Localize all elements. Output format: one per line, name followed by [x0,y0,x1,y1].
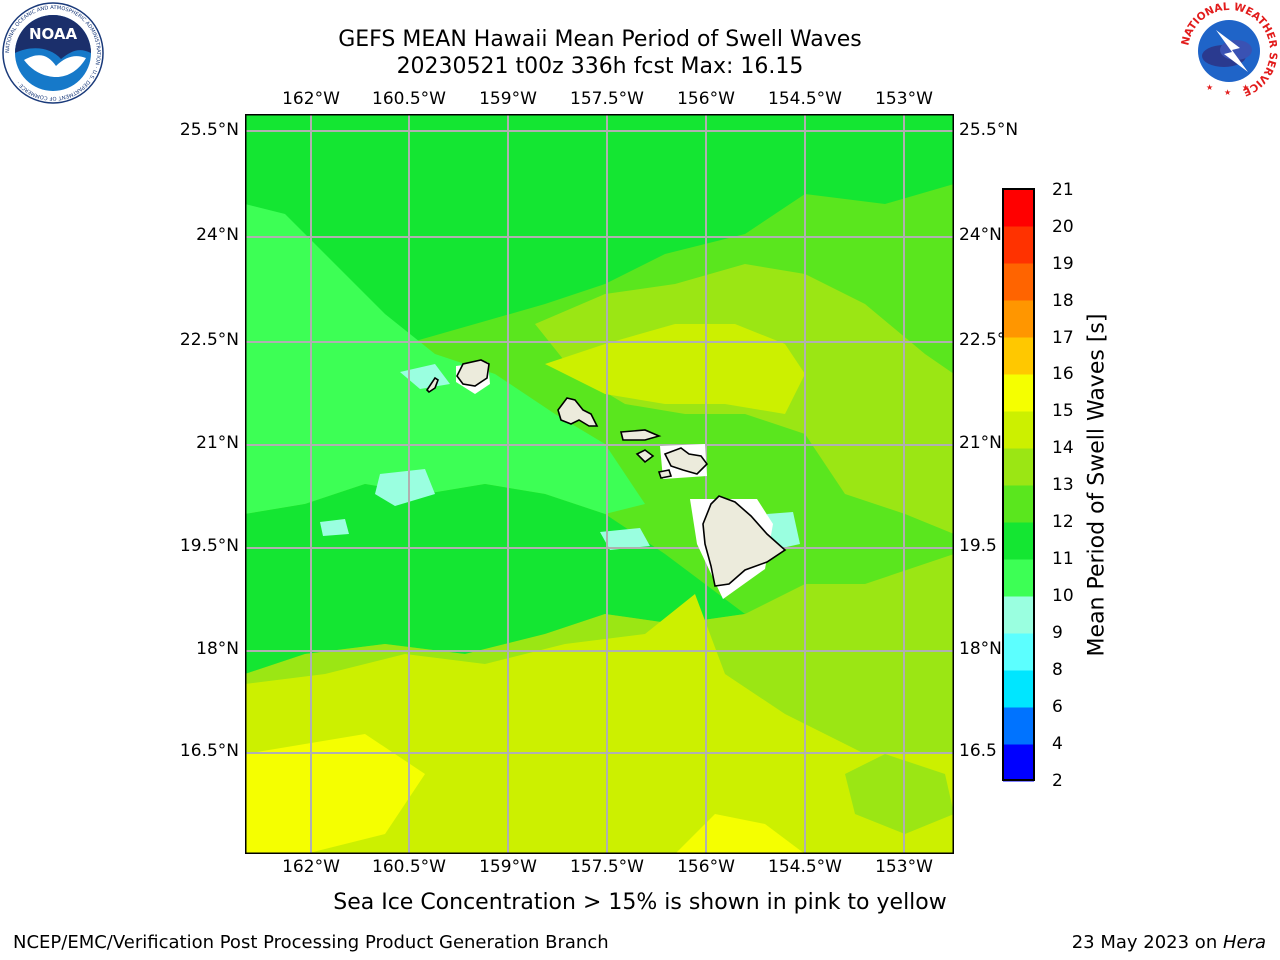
footer-host: Hera [1222,932,1266,953]
chart-title-line1: GEFS MEAN Hawaii Mean Period of Swell Wa… [338,27,862,52]
graticule [245,114,954,854]
island-lanai [635,449,655,464]
colorbar-segment [1003,374,1034,412]
footer-date-text: 23 May 2023 on [1071,932,1223,953]
lat-tick-right: 24°N [959,225,1002,245]
svg-text:★: ★ [1242,83,1249,92]
field-patch-9s [600,528,650,550]
colorbar-tick-label: 14 [1052,438,1074,458]
lat-tick-right: 21°N [959,433,1002,453]
colorbar-tick-label: 18 [1052,291,1074,311]
colorbar-tick-label: 16 [1052,364,1074,384]
lat-tick-right: 25.5°N [959,120,1019,140]
swell-period-map [245,114,954,854]
lat-tick-right: 18°N [959,639,1002,659]
colorbar-tick-label: 20 [1052,217,1074,237]
colorbar-segment [1003,670,1034,708]
field-band-14s-central [545,324,805,414]
colorbar-tick-label: 6 [1052,697,1063,717]
colorbar-tick-label: 17 [1052,328,1074,348]
colorbar-segment [1003,559,1034,597]
island-oahu [557,397,599,427]
colorbar-segment [1003,596,1034,634]
lon-tick-top: 160.5°W [372,89,446,109]
colorbar-tick-label: 15 [1052,401,1074,421]
footer-date: 23 May 2023 on Hera [1072,932,1266,953]
svg-text:★: ★ [1206,83,1213,92]
colorbar-tick-label: 2 [1052,771,1063,791]
colorbar-segment [1003,226,1034,264]
lon-tick-bottom: 157.5°W [570,857,644,877]
colorbar-tick-label: 13 [1052,475,1074,495]
colorbar-segment [1003,337,1034,375]
island-hawaii [702,495,787,587]
lon-tick-top: 154.5°W [768,89,842,109]
colorbar-segment [1003,411,1034,449]
field-band-15s-south-east [675,814,805,854]
field-band-11s-north [245,114,954,394]
lat-tick-right: 16.5 [959,741,997,761]
island-maui [663,447,709,475]
field-band-14s-south [245,594,954,854]
colorbar-tick-label: 12 [1052,512,1074,532]
lon-tick-top: 156°W [677,89,735,109]
colorbar-segment [1003,522,1034,560]
colorbar-segment [1003,300,1034,338]
colorbar-tick-label: 11 [1052,549,1074,569]
lon-tick-bottom: 153°W [875,857,933,877]
lon-tick-bottom: 154.5°W [768,857,842,877]
lon-tick-top: 153°W [875,89,933,109]
colorbar-segment [1003,744,1034,782]
sea-ice-caption: Sea Ice Concentration > 15% is shown in … [333,890,947,915]
field-patch-9s [375,469,435,506]
colorbar-tick-label: 9 [1052,623,1063,643]
field-patch-13s [845,754,954,834]
lat-tick-left: 24°N [196,225,239,245]
colorbar [1002,188,1035,782]
nws-logo: NATIONAL WEATHER SERVICE ★ ★ ★ [1179,1,1279,101]
lat-tick-left: 19.5°N [179,536,239,556]
colorbar-tick-label: 10 [1052,586,1074,606]
lat-tick-right: 22.5° [959,330,1006,350]
colorbar-axis-label: Mean Period of Swell Waves [s] [1084,313,1110,657]
field-patch-9s [320,519,349,536]
svg-text:★: ★ [1224,88,1231,97]
lat-tick-left: 25.5°N [179,120,239,140]
lon-tick-bottom: 162°W [282,857,340,877]
noaa-logo: NATIONAL OCEANIC AND ATMOSPHERIC ADMINIS… [2,2,104,104]
lon-tick-top: 159°W [479,89,537,109]
lat-tick-left: 21°N [196,433,239,453]
lon-tick-top: 162°W [282,89,340,109]
colorbar-segment [1003,189,1034,227]
colorbar-segment [1003,448,1034,486]
colorbar-tick-label: 8 [1052,660,1063,680]
colorbar-segment [1003,263,1034,301]
svg-text:NOAA: NOAA [29,25,78,43]
lat-tick-right: 19.5 [959,536,997,556]
colorbar-segment [1003,707,1034,745]
lon-tick-bottom: 160.5°W [372,857,446,877]
lat-tick-left: 18°N [196,639,239,659]
colorbar-tick-label: 21 [1052,180,1074,200]
colorbar-tick-label: 4 [1052,734,1063,754]
lon-tick-bottom: 156°W [677,857,735,877]
chart-title-line2: 20230521 t00z 336h fcst Max: 16.15 [396,54,804,79]
colorbar-tick-label: 19 [1052,254,1074,274]
island-kahoolawe [657,469,673,479]
lat-tick-left: 16.5°N [179,741,239,761]
lon-tick-bottom: 159°W [479,857,537,877]
island-molokai [619,429,662,441]
field-band-10s-west [245,204,645,514]
field-band-15s-south [245,734,425,854]
colorbar-segment [1003,633,1034,671]
lat-tick-left: 22.5°N [179,330,239,350]
island-kauai [456,359,490,387]
lon-tick-top: 157.5°W [570,89,644,109]
island-niihau [425,376,439,394]
colorbar-segment [1003,485,1034,523]
footer-credit: NCEP/EMC/Verification Post Processing Pr… [13,932,609,953]
